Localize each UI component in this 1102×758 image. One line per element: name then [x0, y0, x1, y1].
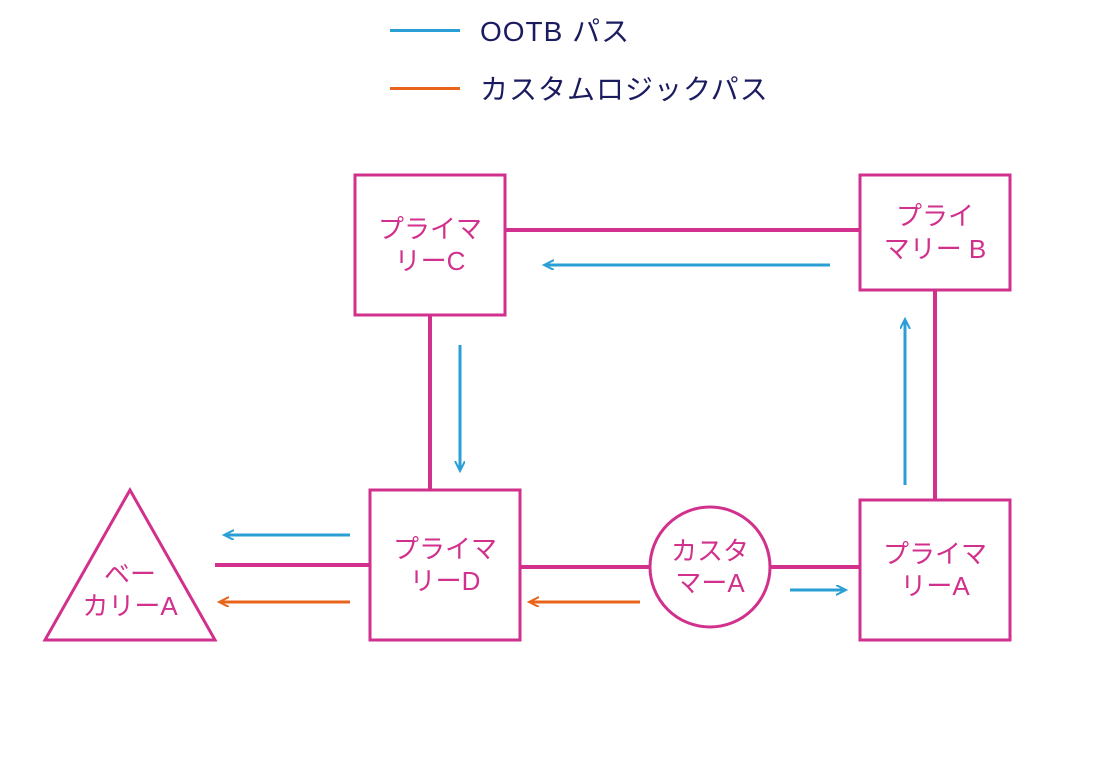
- legend-label-ootb: OOTB パス: [480, 10, 630, 50]
- diagram-canvas: OOTB パス カスタムロジックパス プライマリー BプライマリーCプライマリー…: [0, 0, 1102, 758]
- node-primaryB: [860, 175, 1010, 290]
- node-primaryA: [860, 500, 1010, 640]
- node-customerA: [650, 507, 770, 627]
- nodes-layer: [45, 175, 1010, 640]
- legend-swatch-custom: [390, 87, 460, 90]
- arrows-layer: [220, 265, 905, 602]
- legend-label-custom: カスタムロジックパス: [480, 68, 769, 108]
- connectors-layer: [215, 230, 935, 567]
- node-primaryD: [370, 490, 520, 640]
- node-bakeryA: [45, 490, 215, 640]
- legend-item-custom: カスタムロジックパス: [390, 68, 769, 108]
- node-primaryC: [355, 175, 505, 315]
- legend: OOTB パス カスタムロジックパス: [390, 10, 769, 126]
- legend-swatch-ootb: [390, 29, 460, 32]
- legend-item-ootb: OOTB パス: [390, 10, 769, 50]
